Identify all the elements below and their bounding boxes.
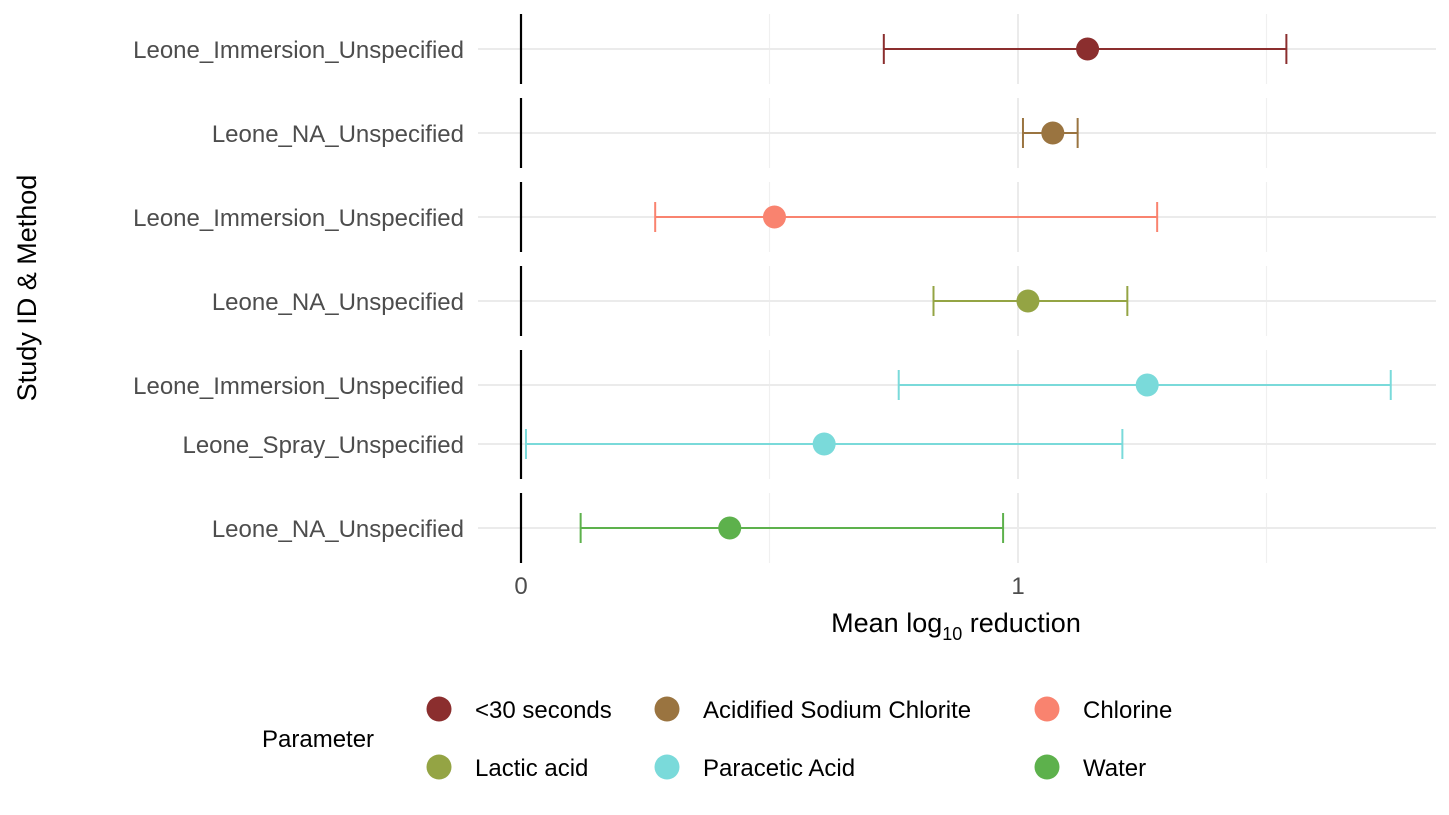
legend-label: Paracetic Acid — [703, 755, 855, 782]
y-tick-label: Leone_Immersion_Unspecified — [133, 373, 464, 400]
y-tick-label: Leone_Immersion_Unspecified — [133, 37, 464, 64]
mean-point — [762, 205, 786, 229]
legend-label: Acidified Sodium Chlorite — [703, 697, 971, 724]
legend-label: Water — [1083, 755, 1146, 782]
x-axis-title: Mean log10 reduction — [831, 608, 1081, 644]
legend-swatch — [654, 754, 680, 780]
legend-swatch — [1034, 754, 1060, 780]
mean-point — [1041, 121, 1065, 145]
legend-swatch — [1034, 696, 1060, 722]
y-tick-label: Leone_NA_Unspecified — [212, 289, 464, 316]
legend-label: Chlorine — [1083, 697, 1172, 724]
y-tick-label: Leone_Immersion_Unspecified — [133, 205, 464, 232]
legend: Parameter <30 seconds Acidified Sodium Ch… — [262, 696, 1172, 782]
legend-swatch — [654, 696, 680, 722]
y-tick-label: Leone_NA_Unspecified — [212, 121, 464, 148]
chart-marks — [519, 14, 1392, 563]
gridlines — [478, 14, 1436, 563]
legend-title: Parameter — [262, 726, 374, 753]
x-tick-label: 0 — [514, 573, 527, 600]
y-tick-label: Leone_NA_Unspecified — [212, 516, 464, 543]
mean-point — [812, 432, 836, 456]
mean-point — [718, 516, 742, 540]
mean-point — [1135, 373, 1159, 397]
mean-point — [1016, 289, 1040, 313]
legend-label: Lactic acid — [475, 755, 588, 782]
y-tick-label: Leone_Spray_Unspecified — [182, 432, 464, 459]
x-axis: Leone_Immersion_Unspecified Leone_NA_Unsp… — [133, 37, 1025, 600]
mean-point — [1076, 37, 1100, 61]
legend-swatch — [426, 696, 452, 722]
y-axis-title: Study ID & Method — [12, 175, 42, 402]
x-tick-label: 1 — [1011, 573, 1024, 600]
legend-label: <30 seconds — [475, 697, 612, 724]
legend-swatch — [426, 754, 452, 780]
